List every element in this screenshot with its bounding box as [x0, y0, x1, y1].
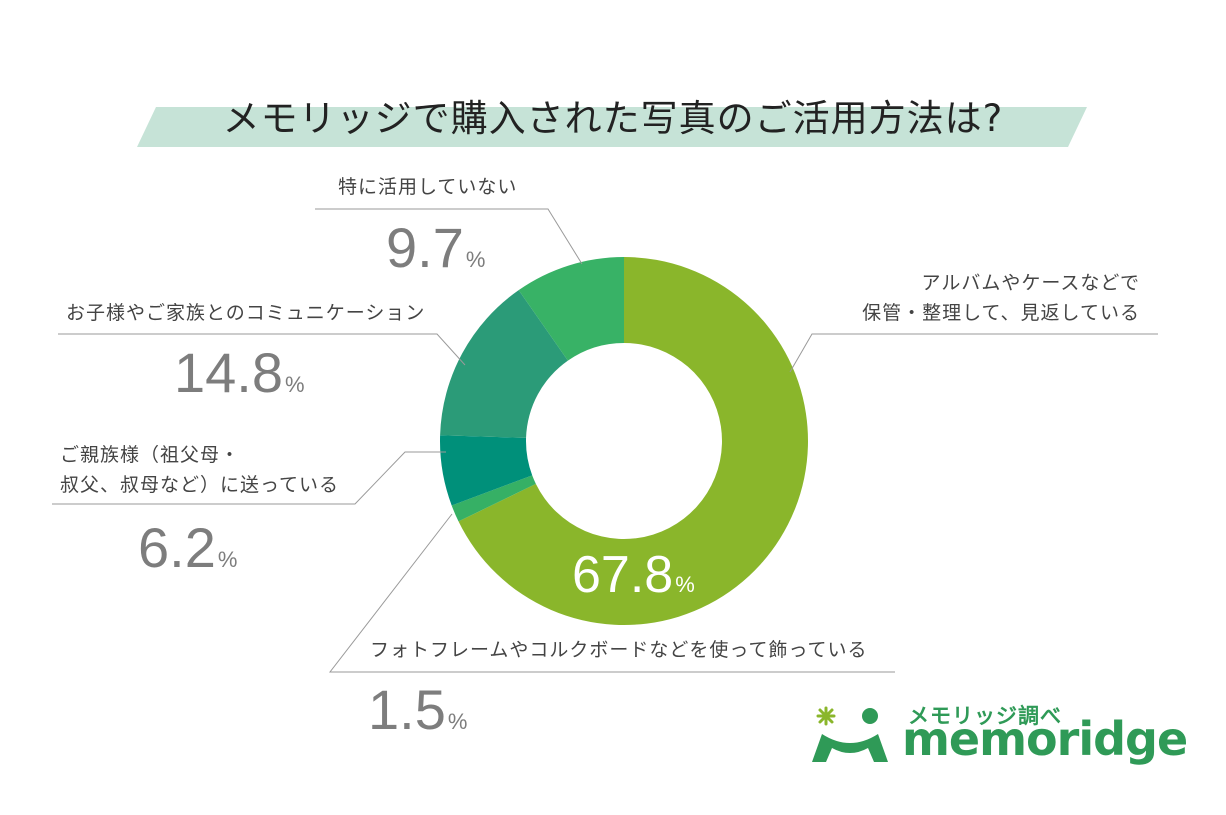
label-family: お子様やご家族とのコミュニケーション — [66, 302, 426, 324]
pct-frame: 1.5% — [368, 678, 468, 741]
label-none: 特に活用していない — [338, 176, 518, 198]
pct-family: 14.8% — [174, 341, 305, 404]
slice-family — [440, 290, 568, 438]
memoridge-mark-icon — [812, 706, 888, 762]
memoridge-logo: メモリッジ調べ memoridge — [808, 700, 1188, 770]
slice-album — [458, 257, 808, 625]
chart-title: メモリッジで購入された写真のご活用方法は? — [222, 97, 1004, 140]
leader-relatives — [52, 451, 446, 505]
pct-album: 67.8% — [572, 546, 695, 604]
leader-frame — [328, 513, 895, 673]
slice-none — [518, 257, 624, 361]
label-relatives: ご親族様（祖父母・ 叔父、叔母など）に送っている — [60, 444, 340, 496]
label-frame: フォトフレームやコルクボードなどを使って飾っている — [370, 639, 868, 661]
label-album: アルバムやケースなどで 保管・整理して、見返している — [862, 272, 1140, 324]
pct-none: 9.7% — [386, 216, 486, 279]
leader-none — [315, 208, 583, 265]
logo-en-text: memoridge — [902, 712, 1188, 766]
title-band — [137, 107, 1087, 147]
leader-album — [789, 333, 1158, 373]
leader-family — [58, 333, 466, 366]
logo-jp-text: メモリッジ調べ — [908, 704, 1062, 728]
pct-relatives: 6.2% — [138, 516, 238, 579]
slice-relatives — [440, 435, 533, 506]
slice-frame — [451, 475, 536, 522]
